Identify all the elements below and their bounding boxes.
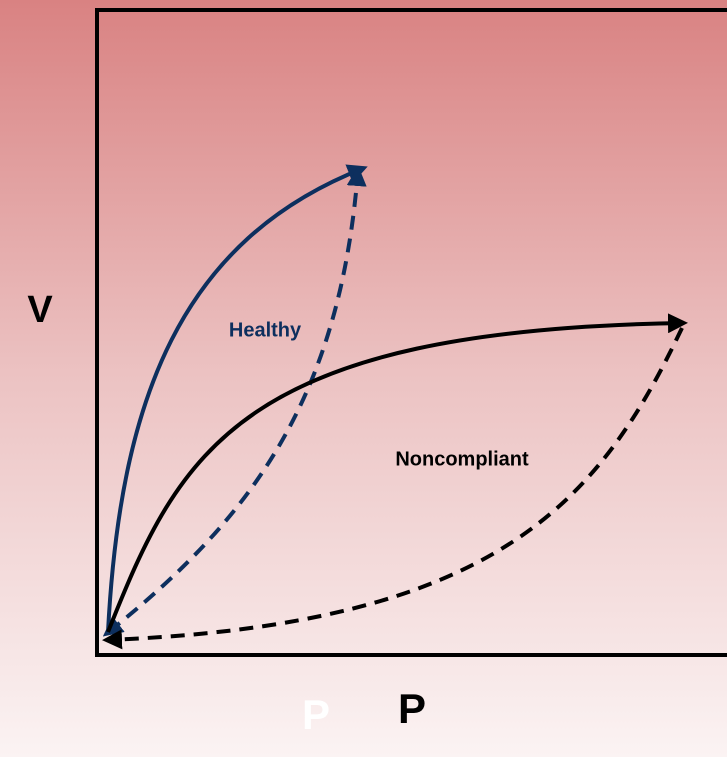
x-axis-ghost-label: P xyxy=(302,691,330,738)
x-axis-label: P xyxy=(398,685,426,732)
noncompliant-deflation-curve xyxy=(102,327,684,650)
y-axis-label: V xyxy=(27,289,53,331)
noncompliant-label: Noncompliant xyxy=(395,448,529,470)
noncompliant-inflation-curve xyxy=(106,313,688,633)
healthy-deflation-curve xyxy=(102,166,367,637)
plot-frame xyxy=(95,8,727,657)
healthy-label: Healthy xyxy=(229,319,302,341)
